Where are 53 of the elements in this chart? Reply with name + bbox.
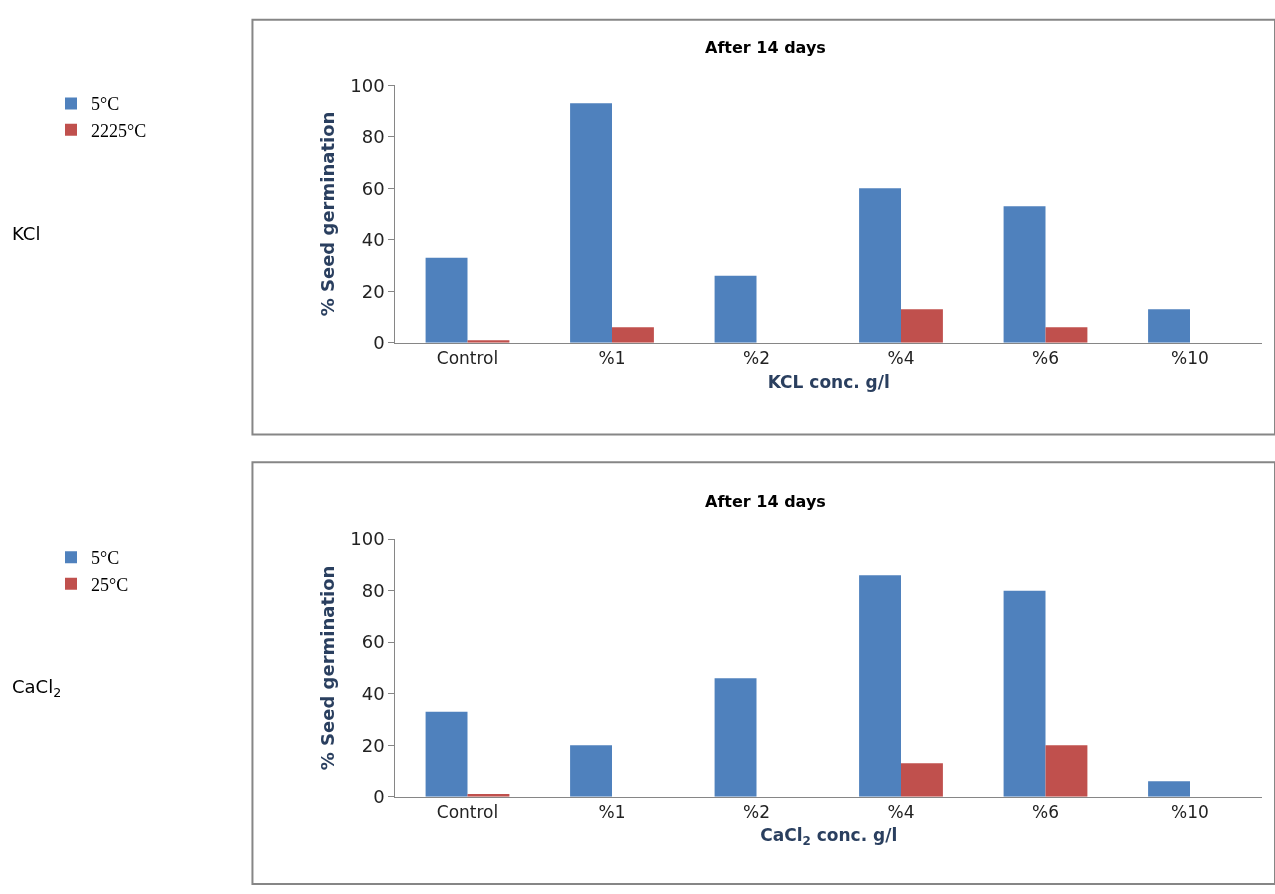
bar	[714, 275, 757, 343]
y-tick-label: 100	[350, 74, 385, 96]
y-tick-label: 40	[361, 682, 385, 704]
y-tick-label: 20	[361, 280, 385, 302]
bar	[859, 188, 901, 343]
text: CaCl$_{2}$	[12, 676, 62, 700]
bar	[901, 309, 943, 343]
bar	[425, 711, 468, 797]
bar	[714, 678, 757, 797]
x-tick-label: %1	[598, 348, 626, 369]
bar	[612, 327, 654, 343]
y-tick-label: 80	[361, 579, 385, 601]
bar	[570, 103, 612, 343]
y-tick-label: 40	[361, 229, 385, 251]
bar	[901, 763, 943, 797]
y-tick-label: 20	[361, 734, 385, 756]
bar	[1003, 206, 1046, 343]
x-tick-label: Control	[436, 802, 499, 823]
y-tick-label: 0	[373, 786, 385, 808]
legend-label: 5°C	[91, 548, 120, 569]
y-tick-label: 60	[361, 177, 385, 199]
bar	[1045, 327, 1088, 343]
x-tick-label: %6	[1032, 802, 1059, 823]
legend-label: 5°C	[91, 94, 120, 115]
x-tick-label: Control	[436, 348, 499, 369]
bar	[1045, 745, 1088, 797]
chart-title: After 14 days	[705, 492, 826, 511]
y-tick-label: 0	[373, 332, 385, 354]
legend-label: 25°C	[91, 574, 129, 595]
y-tick-label: 80	[361, 126, 385, 148]
x-tick-label: %4	[887, 802, 915, 823]
x-tick-label: %6	[1032, 348, 1059, 369]
x-tick-label: %4	[887, 348, 915, 369]
legend-label: 2225°C	[91, 120, 147, 141]
y-axis-title: % Seed germination	[317, 565, 339, 771]
bar	[1148, 781, 1190, 797]
chart-title: After 14 days	[705, 38, 826, 57]
bar	[1003, 590, 1046, 797]
bar	[570, 745, 612, 797]
y-tick-label: 100	[350, 528, 385, 550]
x-axis-title: CaCl$_{2}$ conc. g/l	[760, 825, 898, 849]
x-axis-title: KCL conc. g/l	[767, 371, 890, 392]
x-tick-label: %1	[598, 802, 626, 823]
y-axis-title: % Seed germination	[317, 111, 339, 317]
y-tick-label: 60	[361, 631, 385, 653]
x-tick-label: %2	[743, 802, 770, 823]
bar	[1148, 309, 1190, 343]
bar	[859, 575, 901, 797]
bar	[425, 257, 468, 343]
x-tick-label: %10	[1171, 802, 1209, 823]
text: KCl	[12, 223, 41, 244]
x-tick-label: %10	[1171, 348, 1209, 369]
x-tick-label: %2	[743, 348, 770, 369]
